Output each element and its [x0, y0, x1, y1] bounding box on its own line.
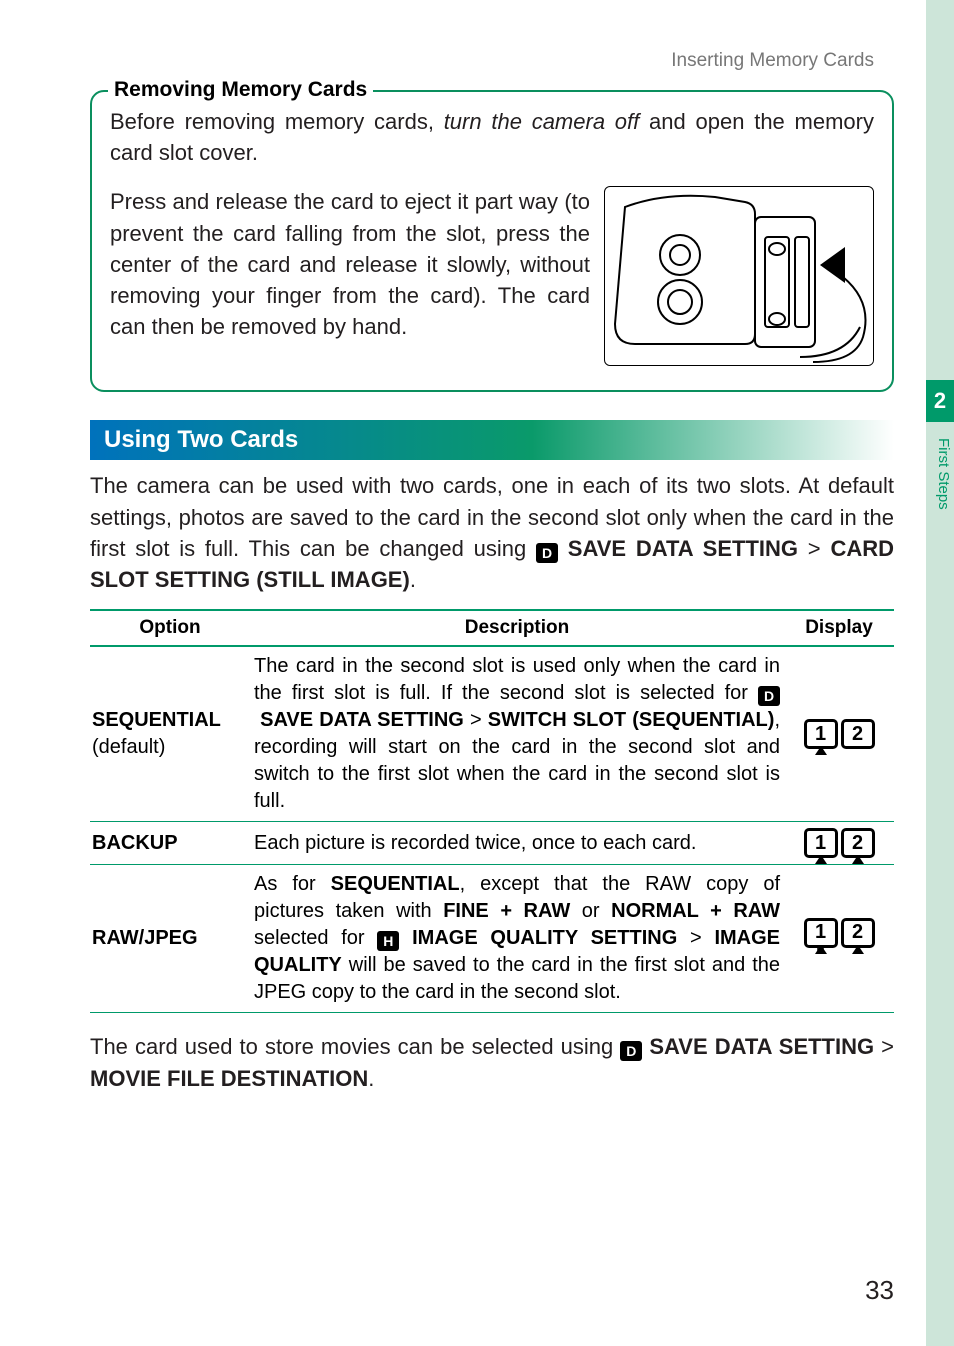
callout-para-2: Press and release the card to eject it p… — [110, 186, 590, 366]
card-slot-badge: 1 2 — [804, 719, 875, 749]
callout-title: Removing Memory Cards — [108, 78, 373, 102]
text: 1 — [815, 919, 826, 946]
option-sub: (default) — [92, 736, 165, 758]
footer-paragraph: The card used to store movies can be sel… — [90, 1031, 894, 1093]
camera-illustration — [604, 186, 874, 366]
text: > — [464, 709, 488, 731]
text: selected for — [254, 927, 377, 949]
cell-description: As for SEQUENTIAL, except that the RAW c… — [250, 865, 784, 1013]
text-bold: SEQUENTIAL — [331, 873, 460, 895]
cell-display: 1 2 — [784, 822, 894, 865]
text: Before removing memory cards, — [110, 109, 444, 134]
breadcrumb: Inserting Memory Cards — [90, 50, 894, 72]
table-row: BACKUP Each picture is recorded twice, o… — [90, 822, 894, 865]
col-display: Display — [784, 610, 894, 646]
slot-1-icon: 1 — [804, 719, 838, 749]
page-number: 33 — [865, 1275, 894, 1306]
option-name: RAW/JPEG — [92, 925, 246, 952]
slot-2-icon: 2 — [841, 719, 875, 749]
callout-box: Removing Memory Cards Before removing me… — [90, 90, 894, 392]
text-bold: NORMAL + RAW — [611, 900, 780, 922]
text: The card used to store movies can be sel… — [90, 1034, 620, 1059]
table-row: RAW/JPEG As for SEQUENTIAL, except that … — [90, 865, 894, 1013]
slot-2-icon: 2 — [841, 828, 875, 858]
section-paragraph: The camera can be used with two cards, o… — [90, 470, 894, 595]
callout-para-1: Before removing memory cards, turn the c… — [110, 106, 874, 168]
text: . — [368, 1066, 374, 1091]
table-header-row: Option Description Display — [90, 610, 894, 646]
text-bold: FINE + RAW — [443, 900, 570, 922]
save-data-icon: D — [536, 543, 558, 563]
text: or — [570, 900, 611, 922]
slot-1-icon: 1R — [804, 918, 838, 948]
slot-sub-label: J — [854, 944, 860, 959]
cell-display: 1R 2J — [784, 865, 894, 1013]
text: As for — [254, 873, 331, 895]
options-table: Option Description Display SEQUENTIAL (d… — [90, 609, 894, 1013]
cell-option: RAW/JPEG — [90, 865, 250, 1013]
col-option: Option — [90, 610, 250, 646]
table-row: SEQUENTIAL (default) The card in the sec… — [90, 646, 894, 822]
cell-option: BACKUP — [90, 822, 250, 865]
cell-option: SEQUENTIAL (default) — [90, 646, 250, 822]
text: . — [410, 567, 416, 592]
text-bold: SAVE DATA SETTING — [260, 709, 464, 731]
page: Inserting Memory Cards Removing Memory C… — [0, 0, 954, 1346]
text: 2 — [852, 919, 863, 946]
text: The card in the second slot is used only… — [254, 655, 780, 704]
slot-2-icon: 2J — [841, 918, 875, 948]
image-quality-icon: H — [377, 931, 399, 951]
cell-description: Each picture is recorded twice, once to … — [250, 822, 784, 865]
slot-1-icon: 1 — [804, 828, 838, 858]
save-data-icon: D — [758, 686, 780, 706]
text: > — [677, 927, 714, 949]
text-bold: SAVE DATA SETTING — [649, 1034, 874, 1059]
text-italic: turn the camera off — [444, 109, 640, 134]
text-bold: SAVE DATA SETTING — [568, 536, 798, 561]
text-bold: MOVIE FILE DESTINATION — [90, 1066, 368, 1091]
text: > — [874, 1034, 894, 1059]
text: > — [798, 536, 830, 561]
card-slot-badge: 1R 2J — [804, 918, 875, 960]
cell-display: 1 2 — [784, 646, 894, 822]
card-slot-badge: 1 2 — [804, 828, 875, 858]
section-heading: Using Two Cards — [90, 420, 894, 460]
col-description: Description — [250, 610, 784, 646]
text-bold: IMAGE QUALITY SETTING — [412, 927, 677, 949]
slot-sub-label: R — [817, 944, 825, 959]
save-data-icon: D — [620, 1041, 642, 1061]
option-name: BACKUP — [92, 830, 246, 857]
text-bold: SWITCH SLOT (SEQUENTIAL) — [488, 709, 775, 731]
cell-description: The card in the second slot is used only… — [250, 646, 784, 822]
option-name: SEQUENTIAL — [92, 707, 246, 734]
